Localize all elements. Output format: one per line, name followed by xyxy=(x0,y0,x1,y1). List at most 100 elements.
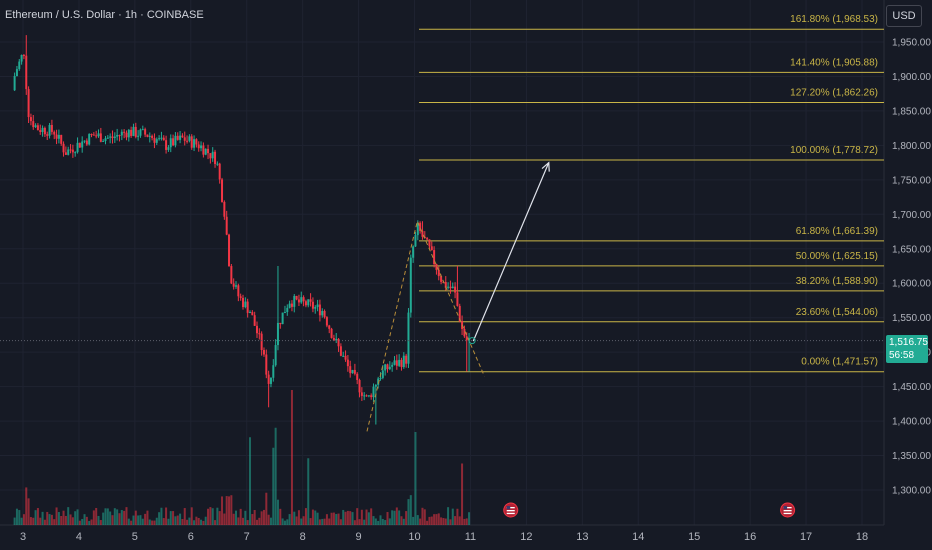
time-tick-label: 4 xyxy=(76,531,82,543)
chart-grid xyxy=(0,0,885,526)
candle-body xyxy=(272,365,275,378)
us-flag-event-icon[interactable] xyxy=(503,502,519,518)
volume-bar xyxy=(25,487,28,525)
candle-body xyxy=(211,151,214,159)
candle-body xyxy=(46,134,49,136)
candle-body xyxy=(311,301,314,309)
volume-bar xyxy=(239,508,242,525)
volume-bar xyxy=(351,512,354,525)
volume-bar xyxy=(62,510,65,525)
candle-body xyxy=(279,322,282,325)
volume-bar xyxy=(300,518,303,525)
candle-body xyxy=(463,329,466,337)
volume-bar xyxy=(118,513,121,525)
candle-body xyxy=(379,377,382,379)
candle-body xyxy=(125,132,128,138)
volume-bar xyxy=(146,510,149,525)
projection-arrow-head[interactable] xyxy=(541,161,550,172)
candle-body xyxy=(190,136,193,148)
candle-body xyxy=(405,355,408,364)
candle-body xyxy=(325,317,328,326)
volume-bar xyxy=(22,514,25,525)
volume-bar xyxy=(409,495,412,525)
price-tick-label: 1,400.00 xyxy=(892,417,931,428)
volume-bar xyxy=(64,515,67,525)
fib-level-label: 61.80% (1,661.39) xyxy=(796,226,878,237)
candle-body xyxy=(318,304,321,316)
candle-body xyxy=(165,140,168,150)
volume-bar xyxy=(442,518,445,525)
candle-body xyxy=(34,125,37,128)
volume-bar xyxy=(48,514,51,525)
candle-body xyxy=(111,136,114,139)
candle-body xyxy=(225,216,228,235)
volume-bar xyxy=(120,510,123,525)
volume-bar xyxy=(465,518,468,525)
volume-bar xyxy=(216,507,219,525)
volume-bar xyxy=(388,518,391,525)
candle-body xyxy=(274,345,277,366)
candle-body xyxy=(430,246,433,251)
volume-bar xyxy=(269,517,272,525)
price-tick-label: 1,950.00 xyxy=(892,38,931,49)
candle-body xyxy=(321,310,324,316)
candle-body xyxy=(76,142,79,153)
volume-bar xyxy=(328,518,331,525)
candle-body xyxy=(370,395,373,398)
candle-body xyxy=(71,149,74,153)
time-axis[interactable]: 3 4 5 6 7 8 9 10 11 12 13 14 15 16 17 18 xyxy=(20,531,868,543)
candle-body xyxy=(244,301,247,308)
candle-body xyxy=(421,230,424,237)
fibonacci-extension[interactable]: 161.80% (1,968.53) 141.40% (1,905.88) 127.… xyxy=(419,14,884,373)
volume-bar xyxy=(116,509,119,525)
volume-bar xyxy=(160,507,163,525)
currency-button[interactable]: USD xyxy=(886,5,922,27)
candle-body xyxy=(174,135,177,146)
volume-bar xyxy=(454,516,457,525)
candle-body xyxy=(346,359,349,367)
candle-body xyxy=(151,135,154,138)
candle-body xyxy=(283,312,286,314)
candle-body xyxy=(106,137,109,139)
candle-body xyxy=(235,285,238,287)
projection-arrow-line[interactable] xyxy=(472,162,550,342)
candle-body xyxy=(167,147,170,150)
candle-body xyxy=(43,127,46,135)
candle-body xyxy=(41,127,44,132)
volume-bar xyxy=(412,516,415,525)
candle-body xyxy=(15,69,18,77)
candle-body xyxy=(328,325,331,329)
candle-body xyxy=(88,134,91,145)
volume-bar xyxy=(148,519,151,525)
volume-bar xyxy=(162,518,165,525)
candle-body xyxy=(97,133,100,137)
volume-bar xyxy=(435,514,438,525)
time-tick-label: 16 xyxy=(744,531,756,543)
volume-bar xyxy=(423,509,426,525)
volume-bar xyxy=(309,518,312,525)
drawing-overlays[interactable] xyxy=(0,161,884,432)
economic-events[interactable] xyxy=(503,502,796,518)
volume-bar xyxy=(325,514,328,525)
volume-bar xyxy=(223,513,226,525)
volume-bar xyxy=(167,518,170,525)
volume-bar xyxy=(393,510,396,525)
candle-body xyxy=(223,201,226,217)
candle-body xyxy=(20,54,23,62)
volume-bar xyxy=(69,514,72,525)
candle-body xyxy=(437,269,440,277)
candle-body xyxy=(22,54,25,56)
candle-body xyxy=(130,129,133,136)
volume-bar xyxy=(127,518,130,525)
price-axis[interactable]: 1,300.001,350.001,400.001,450.001,500.00… xyxy=(892,38,931,497)
volume-bar xyxy=(276,499,279,525)
price-tick-label: 1,750.00 xyxy=(892,175,931,186)
candle-body xyxy=(209,153,212,159)
candle-body xyxy=(358,380,361,393)
us-flag-event-icon[interactable] xyxy=(780,502,796,518)
volume-bar xyxy=(46,511,49,525)
candle-body xyxy=(447,286,450,288)
candle-body xyxy=(372,386,375,398)
fib-anchor-zigzag[interactable] xyxy=(366,219,485,432)
